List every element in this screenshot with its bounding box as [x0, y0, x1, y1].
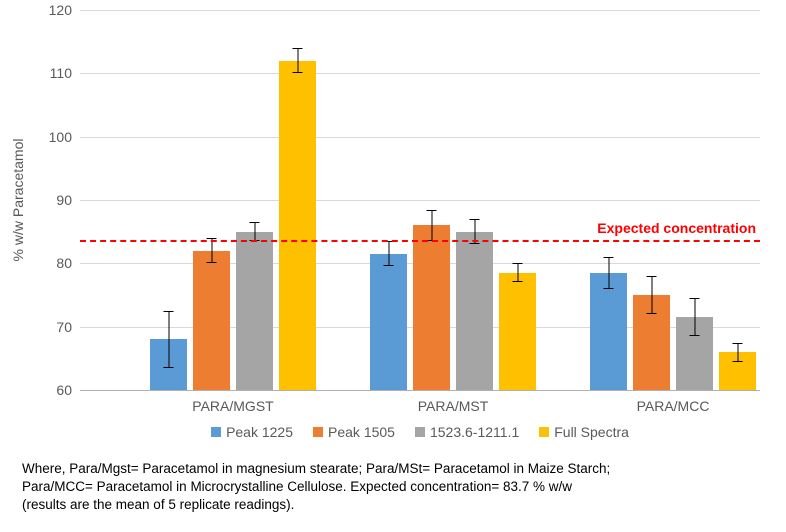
plot-area: 60708090100110120Expected concentrationP…	[80, 10, 760, 391]
y-tick-label: 90	[32, 192, 80, 208]
legend-item: Peak 1505	[313, 424, 395, 440]
legend-item: Peak 1225	[211, 424, 293, 440]
legend-swatch	[211, 427, 221, 437]
x-category-label: PARA/MCC	[637, 390, 710, 414]
legend-label: Full Spectra	[554, 424, 629, 440]
x-category-label: PARA/MST	[418, 390, 489, 414]
bar	[236, 232, 273, 390]
legend-item: 1523.6-1211.1	[415, 424, 519, 440]
bar	[193, 251, 230, 390]
error-bar	[254, 222, 255, 241]
bar-group	[150, 10, 316, 390]
error-bar	[297, 48, 298, 73]
legend-swatch	[539, 427, 549, 437]
y-tick-label: 70	[32, 319, 80, 335]
error-bar	[168, 311, 169, 368]
bar	[413, 225, 450, 390]
legend-label: 1523.6-1211.1	[430, 424, 519, 440]
legend-item: Full Spectra	[539, 424, 629, 440]
error-bar	[737, 343, 738, 362]
y-axis-title: % w/w Paracetamol	[10, 139, 26, 262]
caption-line-3: (results are the mean of 5 replicate rea…	[22, 497, 294, 512]
legend-label: Peak 1505	[328, 424, 395, 440]
bar	[370, 254, 407, 390]
bars-layer	[80, 10, 760, 390]
y-tick-label: 120	[32, 2, 80, 18]
error-bar	[431, 210, 432, 242]
legend-swatch	[313, 427, 323, 437]
legend-label: Peak 1225	[226, 424, 293, 440]
bar-group	[590, 10, 756, 390]
y-tick-label: 110	[32, 65, 80, 81]
x-category-label: PARA/MGST	[192, 390, 273, 414]
bar-group	[370, 10, 536, 390]
y-tick-label: 80	[32, 255, 80, 271]
bar	[590, 273, 627, 390]
caption: Where, Para/Mgst= Paracetamol in magnesi…	[22, 460, 764, 515]
expected-concentration-line	[80, 240, 760, 242]
figure: % w/w Paracetamol 60708090100110120Expec…	[0, 0, 786, 532]
caption-line-1: Where, Para/Mgst= Paracetamol in magnesi…	[22, 461, 610, 476]
expected-concentration-label: Expected concentration	[597, 220, 756, 236]
bar	[456, 232, 493, 390]
caption-line-2: Para/MCC= Paracetamol in Microcrystallin…	[22, 479, 572, 494]
error-bar	[388, 241, 389, 266]
error-bar	[651, 276, 652, 314]
legend-swatch	[415, 427, 425, 437]
y-tick-label: 100	[32, 129, 80, 145]
error-bar	[694, 298, 695, 336]
y-tick-label: 60	[32, 382, 80, 398]
bar	[279, 61, 316, 390]
bar	[499, 273, 536, 390]
error-bar	[517, 263, 518, 282]
legend: Peak 1225 Peak 1505 1523.6-1211.1 Full Spec…	[80, 424, 760, 440]
error-bar	[608, 257, 609, 289]
